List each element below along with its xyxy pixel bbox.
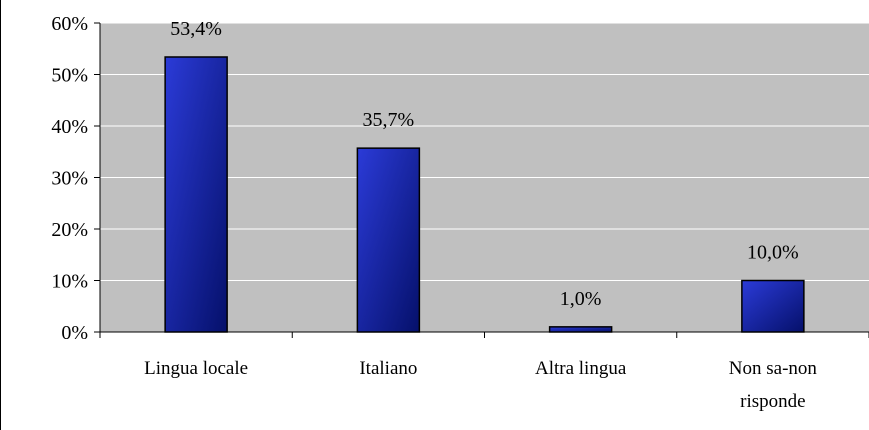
bar — [356, 147, 421, 333]
data-label: 10,0% — [747, 242, 799, 264]
bar — [741, 279, 805, 333]
y-tick-label: 20% — [51, 219, 88, 241]
bars — [164, 56, 805, 333]
data-label: 35,7% — [363, 109, 415, 131]
axes — [94, 22, 869, 338]
data-label: 1,0% — [560, 288, 602, 310]
x-category-label: risponde — [740, 391, 805, 412]
data-label: 53,4% — [170, 18, 222, 40]
chart-frame-border — [0, 0, 1, 430]
y-tick-label: 0% — [61, 322, 88, 344]
x-category-label: Lingua locale — [144, 358, 248, 379]
y-tick-label: 60% — [51, 13, 88, 35]
y-tick-label: 40% — [51, 116, 88, 138]
data-labels: 53,4% 35,7% 1,0% 10,0% — [170, 18, 798, 310]
y-tick-label: 30% — [51, 168, 88, 190]
gridlines — [100, 22, 869, 281]
y-tick-label: 10% — [51, 271, 88, 293]
y-tick-labels: 0% 10% 20% 30% 40% 50% 60% — [51, 13, 88, 344]
x-category-label: Italiano — [359, 358, 417, 379]
bar — [548, 326, 613, 333]
bar — [164, 56, 228, 333]
x-category-label: Non sa-non — [729, 358, 818, 379]
x-category-label: Altra lingua — [535, 358, 627, 379]
y-tick-label: 50% — [51, 65, 88, 87]
x-category-labels: Lingua locale Italiano Altra lingua Non sa-… — [144, 358, 817, 412]
